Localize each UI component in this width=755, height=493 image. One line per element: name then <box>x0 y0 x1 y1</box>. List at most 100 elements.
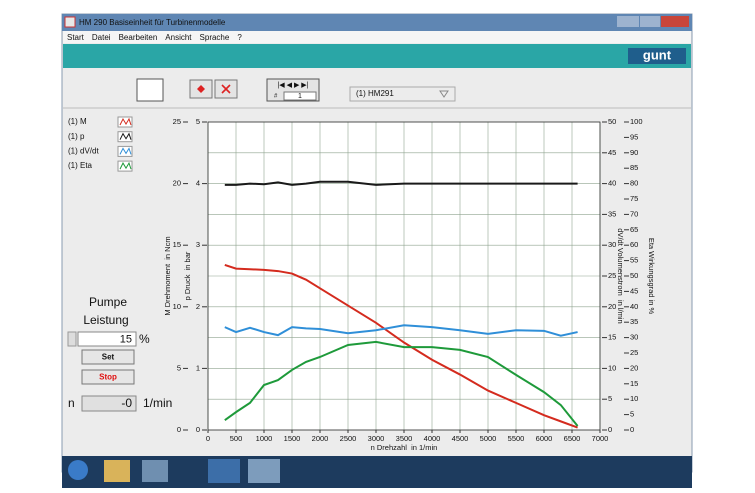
power-unit: % <box>139 332 150 346</box>
y-tick-label: 30 <box>608 240 616 249</box>
close-button[interactable] <box>661 16 689 27</box>
y-axis-title: M Drehmoment in Ncm <box>163 236 172 315</box>
x-tick-label: 6000 <box>536 434 553 443</box>
y-tick-label: 25 <box>608 271 616 280</box>
legend-icon <box>119 161 132 170</box>
device-dropdown[interactable] <box>349 86 456 102</box>
y-tick-label: 15 <box>608 333 616 342</box>
x-tick-label: 3000 <box>368 434 385 443</box>
taskbar-icon[interactable] <box>104 460 130 482</box>
y-axis-title: Eta Wirkungsgrad in % <box>647 238 656 315</box>
y-tick-label: 100 <box>630 117 643 126</box>
y-tick-label: 30 <box>630 333 638 342</box>
legend-icon <box>119 117 132 126</box>
y-tick-label: 15 <box>173 240 181 249</box>
x-tick-label: 5500 <box>508 434 525 443</box>
x-tick-label: 1500 <box>284 434 301 443</box>
series-line <box>224 263 578 429</box>
y-tick-label: 70 <box>630 209 638 218</box>
y-tick-label: 0 <box>196 425 200 434</box>
legend-label: (1) Eta <box>68 161 93 170</box>
menu-item[interactable]: ? <box>237 33 242 42</box>
y-tick-label: 1 <box>196 363 200 372</box>
y-tick-label: 45 <box>630 286 638 295</box>
y-tick-label: 40 <box>608 179 616 188</box>
y-tick-label: 0 <box>608 425 612 434</box>
y-tick-label: 10 <box>608 363 616 372</box>
power-input[interactable] <box>77 331 137 347</box>
speed-value: -0 <box>121 396 132 410</box>
x-axis-title: n Drehzahl in 1/min <box>371 443 438 452</box>
banner <box>63 44 691 68</box>
y-axis-title: dV/dt Volumenstrom in l/min <box>616 228 625 323</box>
legend-label: (1) M <box>68 117 87 126</box>
y-tick-label: 5 <box>177 363 181 372</box>
device-name: (1) HM291 <box>356 89 394 98</box>
series-line <box>224 180 578 186</box>
menu-item[interactable]: Bearbeiten <box>119 33 158 42</box>
y-tick-label: 3 <box>196 240 200 249</box>
record-field[interactable] <box>283 91 317 101</box>
record-icon <box>197 85 205 93</box>
stop-button[interactable] <box>81 369 135 385</box>
menu-item[interactable]: Start <box>67 33 85 42</box>
power-value: 15 <box>120 333 132 345</box>
taskbar-icon[interactable] <box>248 459 280 483</box>
stop-label: Stop <box>99 373 117 382</box>
taskbar-icon[interactable] <box>142 460 168 482</box>
legend-icon <box>119 132 132 140</box>
y-tick-label: 5 <box>608 394 612 403</box>
y-tick-label: 35 <box>630 317 638 326</box>
y-tick-label: 50 <box>608 117 616 126</box>
y-tick-label: 0 <box>177 425 181 434</box>
legend-label: (1) dV/dt <box>68 147 99 156</box>
y-tick-label: 90 <box>630 148 638 157</box>
legend-label: (1) p <box>68 132 85 141</box>
y-axis-title: p Druck in bar <box>183 251 192 300</box>
app-icon <box>64 16 76 28</box>
legend-icon <box>119 147 132 155</box>
nav-arrows[interactable]: |◀ ◀ ▶ ▶| <box>277 82 308 89</box>
menu-item[interactable]: Ansicht <box>165 33 192 42</box>
y-tick-label: 55 <box>630 256 638 265</box>
y-tick-label: 40 <box>630 302 638 311</box>
set-button[interactable] <box>81 349 135 365</box>
set-label: Set <box>102 353 115 362</box>
y-tick-label: 95 <box>630 132 638 141</box>
y-tick-label: 15 <box>630 379 638 388</box>
y-tick-label: 5 <box>630 410 634 419</box>
minimize-button[interactable] <box>617 16 639 27</box>
start-button[interactable] <box>68 460 88 480</box>
y-tick-label: 65 <box>630 225 638 234</box>
spinner[interactable] <box>67 331 77 347</box>
dropdown-arrow <box>439 90 449 98</box>
x-tick-label: 500 <box>230 434 243 443</box>
x-tick-label: 7000 <box>592 434 609 443</box>
status-box <box>136 78 164 102</box>
y-tick-label: 20 <box>630 363 638 372</box>
window-title: HM 290 Basiseinheit für Turbinenmodelle <box>79 18 226 27</box>
chart: 0 500 1000 1500 2000 2500 3000 3500 4000 4500 5000… <box>163 117 656 452</box>
menu-item[interactable]: Sprache <box>200 33 230 42</box>
menu-item[interactable]: Datei <box>92 33 111 42</box>
y-tick-label: 25 <box>630 348 638 357</box>
taskbar-icon[interactable] <box>208 459 240 483</box>
maximize-button[interactable] <box>640 16 660 27</box>
x-tick-label: 2500 <box>340 434 357 443</box>
title-bar <box>62 14 692 31</box>
y-tick-label: 75 <box>630 194 638 203</box>
y-tick-label: 10 <box>173 302 181 311</box>
y-tick-label: 45 <box>608 148 616 157</box>
logo-box <box>628 48 686 64</box>
series-line <box>224 324 578 337</box>
pump-subtitle: Leistung <box>83 313 128 327</box>
y-tick-label: 20 <box>173 179 181 188</box>
y-tick-label: 35 <box>608 209 616 218</box>
x-tick-label: 4500 <box>452 434 469 443</box>
menu: Start Datei Bearbeiten Ansicht Sprache? <box>67 33 242 42</box>
y-tick-label: 5 <box>196 117 200 126</box>
record-number: 1 <box>298 93 302 100</box>
speed-label: n <box>68 396 75 410</box>
